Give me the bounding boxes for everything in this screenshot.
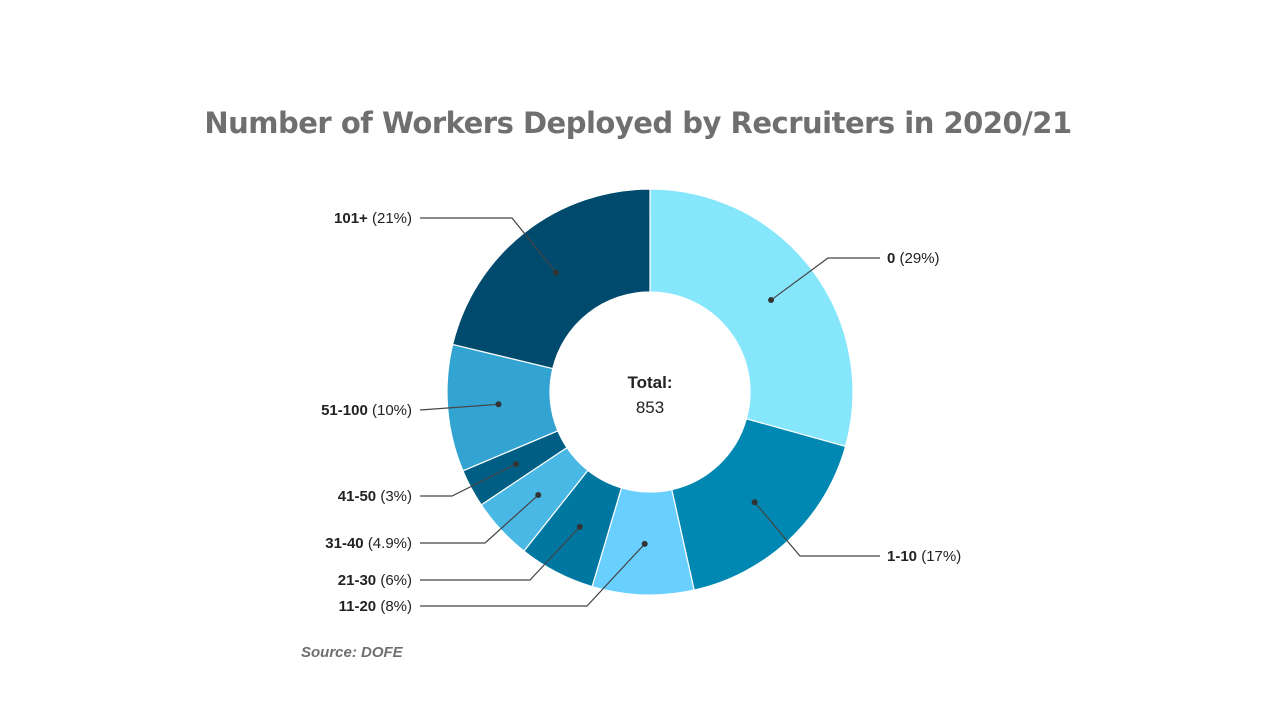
- data-label: 1-10 (17%): [887, 548, 961, 565]
- leader-line: [419, 403, 499, 411]
- data-label: 51-100 (10%): [321, 402, 412, 419]
- data-label: 0 (29%): [887, 250, 940, 267]
- leader-dot: [495, 401, 502, 408]
- slice-101+: [451, 188, 651, 370]
- data-label: 21-30 (6%): [338, 572, 412, 589]
- data-label-percent: (21%): [372, 210, 412, 227]
- data-label: 11-20 (8%): [339, 598, 412, 615]
- chart-title: Number of Workers Deployed by Recruiters…: [204, 106, 1072, 140]
- leader-line: [420, 494, 539, 544]
- leader-dot: [513, 461, 520, 468]
- data-label-category: 0: [887, 250, 895, 267]
- data-label-category: 11-20: [339, 598, 377, 615]
- leader-dot: [576, 523, 583, 530]
- source-note: Source: DOFE: [301, 644, 403, 661]
- leader-line: [420, 463, 517, 497]
- data-label-percent: (6%): [380, 572, 412, 589]
- data-label-category: 51-100: [321, 402, 368, 419]
- center-label: Total:: [627, 373, 672, 392]
- data-label-category: 41-50: [338, 488, 376, 505]
- data-label-percent: (8%): [380, 598, 412, 615]
- data-label: 41-50 (3%): [338, 488, 412, 505]
- leader-line: [770, 257, 880, 301]
- leader-dot: [751, 499, 758, 506]
- data-label-category: 21-30: [338, 572, 376, 589]
- data-label-category: 101+: [334, 210, 368, 227]
- slice-0: [649, 188, 854, 448]
- leader-dot: [535, 492, 542, 499]
- slice-1-10: [671, 418, 847, 591]
- data-label-category: 1-10: [887, 548, 917, 565]
- leader-line: [420, 217, 557, 273]
- leader-line: [754, 501, 880, 557]
- leader-dot: [768, 297, 775, 304]
- data-label-percent: (17%): [921, 548, 961, 565]
- leader-dot: [641, 540, 648, 547]
- data-label-percent: (3%): [380, 488, 412, 505]
- leader-dot: [552, 269, 559, 276]
- leader-line: [420, 543, 646, 607]
- center-value: 853: [636, 398, 664, 417]
- leader-line: [420, 526, 581, 581]
- data-label-category: 31-40: [325, 535, 363, 552]
- data-label-percent: (10%): [372, 402, 412, 419]
- data-label: 31-40 (4.9%): [325, 535, 412, 552]
- data-label: 101+ (21%): [334, 210, 412, 227]
- data-label-percent: (4.9%): [368, 535, 412, 552]
- data-label-percent: (29%): [900, 250, 940, 267]
